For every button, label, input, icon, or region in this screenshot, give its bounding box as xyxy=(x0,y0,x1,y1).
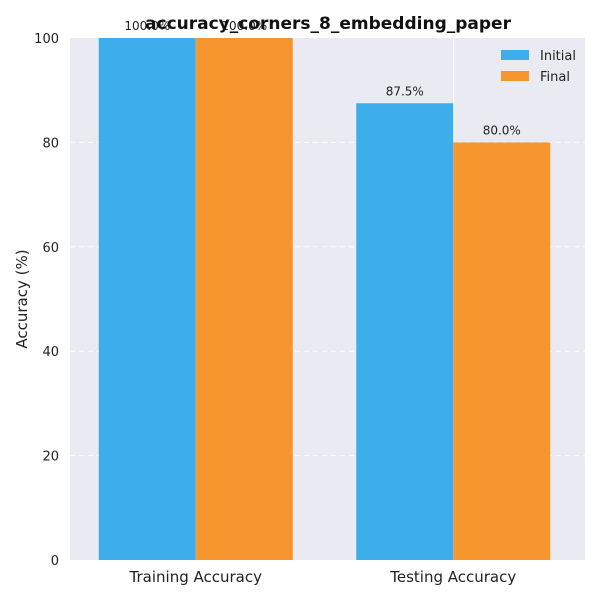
bar-initial xyxy=(356,103,454,560)
data-label: 100.0% xyxy=(124,19,170,33)
x-tick-labels: Training Accuracy Testing Accuracy xyxy=(129,568,517,586)
y-tick-label: 40 xyxy=(42,345,59,360)
y-tick-labels: 0 20 40 60 80 100 xyxy=(34,32,59,569)
bar-final xyxy=(195,38,293,560)
y-tick-label: 100 xyxy=(34,32,59,47)
data-labels: 100.0% 87.5% 100.0% 80.0% xyxy=(124,19,520,137)
y-tick-label: 20 xyxy=(42,450,59,465)
chart-title: accuracy_corners_8_embedding_paper xyxy=(145,14,512,34)
legend: Initial Final xyxy=(490,42,578,90)
bar-initial xyxy=(98,38,196,560)
x-tick-label: Training Accuracy xyxy=(129,568,263,586)
bar-final xyxy=(453,142,551,560)
data-label: 80.0% xyxy=(483,123,521,137)
legend-swatch-final xyxy=(501,71,529,81)
x-tick-label: Testing Accuracy xyxy=(389,568,516,586)
y-tick-label: 60 xyxy=(42,241,59,256)
data-label: 87.5% xyxy=(386,84,424,98)
y-tick-label: 0 xyxy=(51,554,59,569)
data-label: 100.0% xyxy=(221,19,267,33)
bars xyxy=(98,38,551,560)
legend-swatch-initial xyxy=(501,50,529,60)
legend-label-initial: Initial xyxy=(540,49,576,64)
y-tick-label: 80 xyxy=(42,136,59,151)
legend-label-final: Final xyxy=(540,70,570,85)
y-axis-label: Accuracy (%) xyxy=(13,249,31,348)
